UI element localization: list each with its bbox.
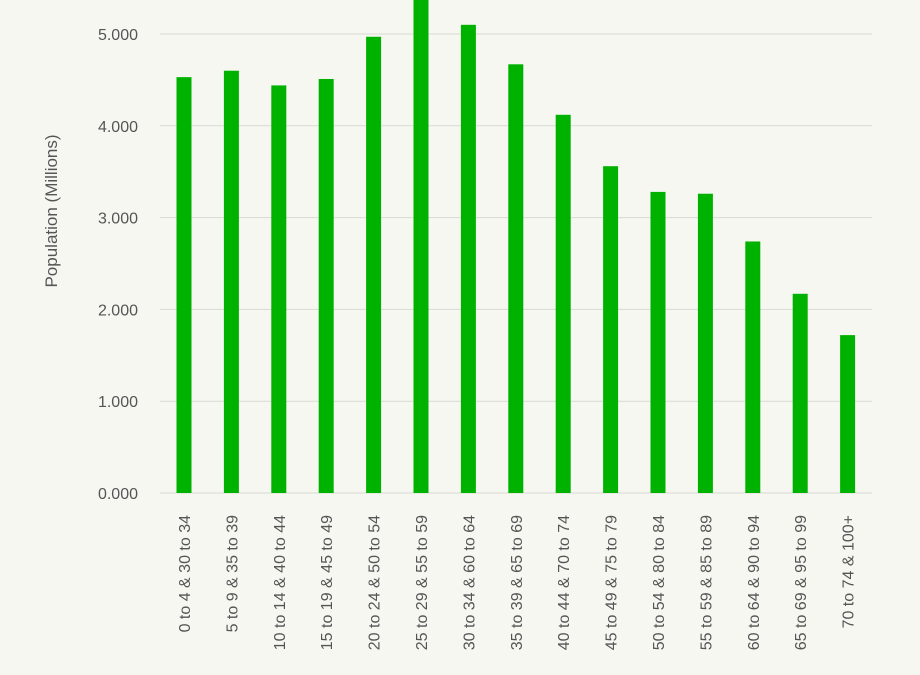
x-tick-label: 5 to 9 & 35 to 39 — [224, 515, 241, 633]
y-tick-label: 4.000 — [98, 119, 138, 136]
bar — [366, 36, 382, 494]
y-tick-label: 2.000 — [98, 302, 138, 319]
x-tick-label: 30 to 34 & 60 to 64 — [461, 515, 478, 650]
bar — [318, 78, 334, 494]
y-tick-label: 1.000 — [98, 394, 138, 411]
y-tick-label: 5.000 — [98, 27, 138, 44]
x-tick-label: 45 to 49 & 75 to 79 — [604, 515, 621, 650]
x-tick-label: 15 to 19 & 45 to 49 — [319, 515, 336, 650]
bar — [413, 0, 429, 494]
x-axis-ticks: 0 to 4 & 30 to 34 5 to 9 & 35 to 39 10 to … — [177, 515, 858, 650]
x-tick-label: 70 to 74 & 100+ — [841, 515, 858, 628]
y-axis-title: Population (Millions) — [42, 134, 61, 287]
y-tick-label: 3.000 — [98, 211, 138, 228]
y-tick-label: 0.000 — [98, 486, 138, 503]
bar — [555, 114, 571, 493]
x-tick-label: 35 to 39 & 65 to 69 — [509, 515, 526, 650]
x-tick-label: 65 to 69 & 95 to 99 — [793, 515, 810, 650]
bar — [697, 193, 713, 493]
bar — [603, 166, 619, 493]
x-tick-label: 20 to 24 & 50 to 54 — [367, 515, 384, 650]
bar — [745, 241, 761, 493]
bar — [508, 64, 524, 493]
x-tick-label: 0 to 4 & 30 to 34 — [177, 515, 194, 633]
x-tick-label: 55 to 59 & 85 to 89 — [698, 515, 715, 650]
x-tick-label: 60 to 64 & 90 to 94 — [746, 515, 763, 650]
x-tick-label: 25 to 29 & 55 to 59 — [414, 515, 431, 650]
bar — [460, 24, 476, 493]
y-axis-ticks: 0.000 1.000 2.000 3.000 4.000 5.000 — [98, 27, 138, 503]
x-tick-label: 40 to 44 & 70 to 74 — [556, 515, 573, 650]
bar — [223, 70, 239, 493]
bar — [792, 293, 808, 493]
bar — [840, 335, 856, 493]
x-tick-label: 10 to 14 & 40 to 44 — [272, 515, 289, 650]
x-tick-label: 50 to 54 & 80 to 84 — [651, 515, 668, 650]
bars — [176, 0, 856, 494]
bar — [650, 191, 666, 493]
bar — [176, 77, 192, 494]
bar — [271, 85, 287, 494]
